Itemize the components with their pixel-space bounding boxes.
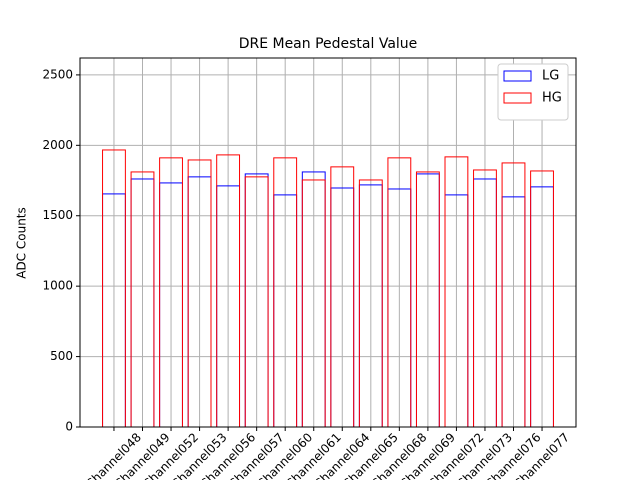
plot-frame (79, 57, 577, 428)
y-tick-label: 2500 (42, 67, 73, 81)
y-tick-label: 0 (65, 420, 73, 434)
chart-title: DRE Mean Pedestal Value (239, 36, 418, 52)
legend-label: HG (542, 91, 562, 106)
y-axis-label: ADC Counts (15, 207, 29, 279)
y-tick-label: 2000 (42, 138, 73, 152)
y-tick-label: 1500 (42, 208, 73, 222)
y-tick-label: 1000 (42, 279, 73, 293)
legend-label: LG (542, 69, 559, 84)
legend-swatch (503, 92, 532, 104)
legend-swatch (503, 70, 532, 82)
y-tick-label: 500 (50, 349, 73, 363)
legend-box (497, 63, 569, 121)
